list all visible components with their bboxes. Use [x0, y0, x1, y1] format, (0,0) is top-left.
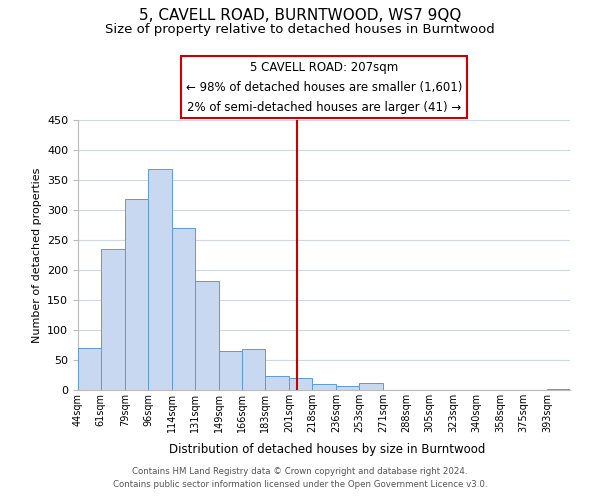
Bar: [336, 386, 359, 390]
Text: Distribution of detached houses by size in Burntwood: Distribution of detached houses by size …: [169, 442, 485, 456]
Bar: [265, 376, 289, 390]
Bar: [547, 389, 570, 390]
Text: Contains HM Land Registry data © Crown copyright and database right 2024.: Contains HM Land Registry data © Crown c…: [132, 467, 468, 476]
Bar: [219, 351, 242, 390]
Bar: [78, 348, 101, 390]
Bar: [172, 228, 195, 390]
Text: 5, CAVELL ROAD, BURNTWOOD, WS7 9QQ: 5, CAVELL ROAD, BURNTWOOD, WS7 9QQ: [139, 8, 461, 22]
Text: Size of property relative to detached houses in Burntwood: Size of property relative to detached ho…: [105, 22, 495, 36]
Bar: [289, 378, 312, 390]
Text: 5 CAVELL ROAD: 207sqm
← 98% of detached houses are smaller (1,601)
2% of semi-de: 5 CAVELL ROAD: 207sqm ← 98% of detached …: [186, 60, 462, 114]
Text: Contains public sector information licensed under the Open Government Licence v3: Contains public sector information licen…: [113, 480, 487, 489]
Bar: [242, 349, 265, 390]
Bar: [148, 169, 172, 390]
Bar: [125, 199, 148, 390]
Y-axis label: Number of detached properties: Number of detached properties: [32, 168, 41, 342]
Bar: [195, 281, 219, 390]
Bar: [312, 384, 336, 390]
Bar: [359, 384, 383, 390]
Bar: [101, 249, 125, 390]
